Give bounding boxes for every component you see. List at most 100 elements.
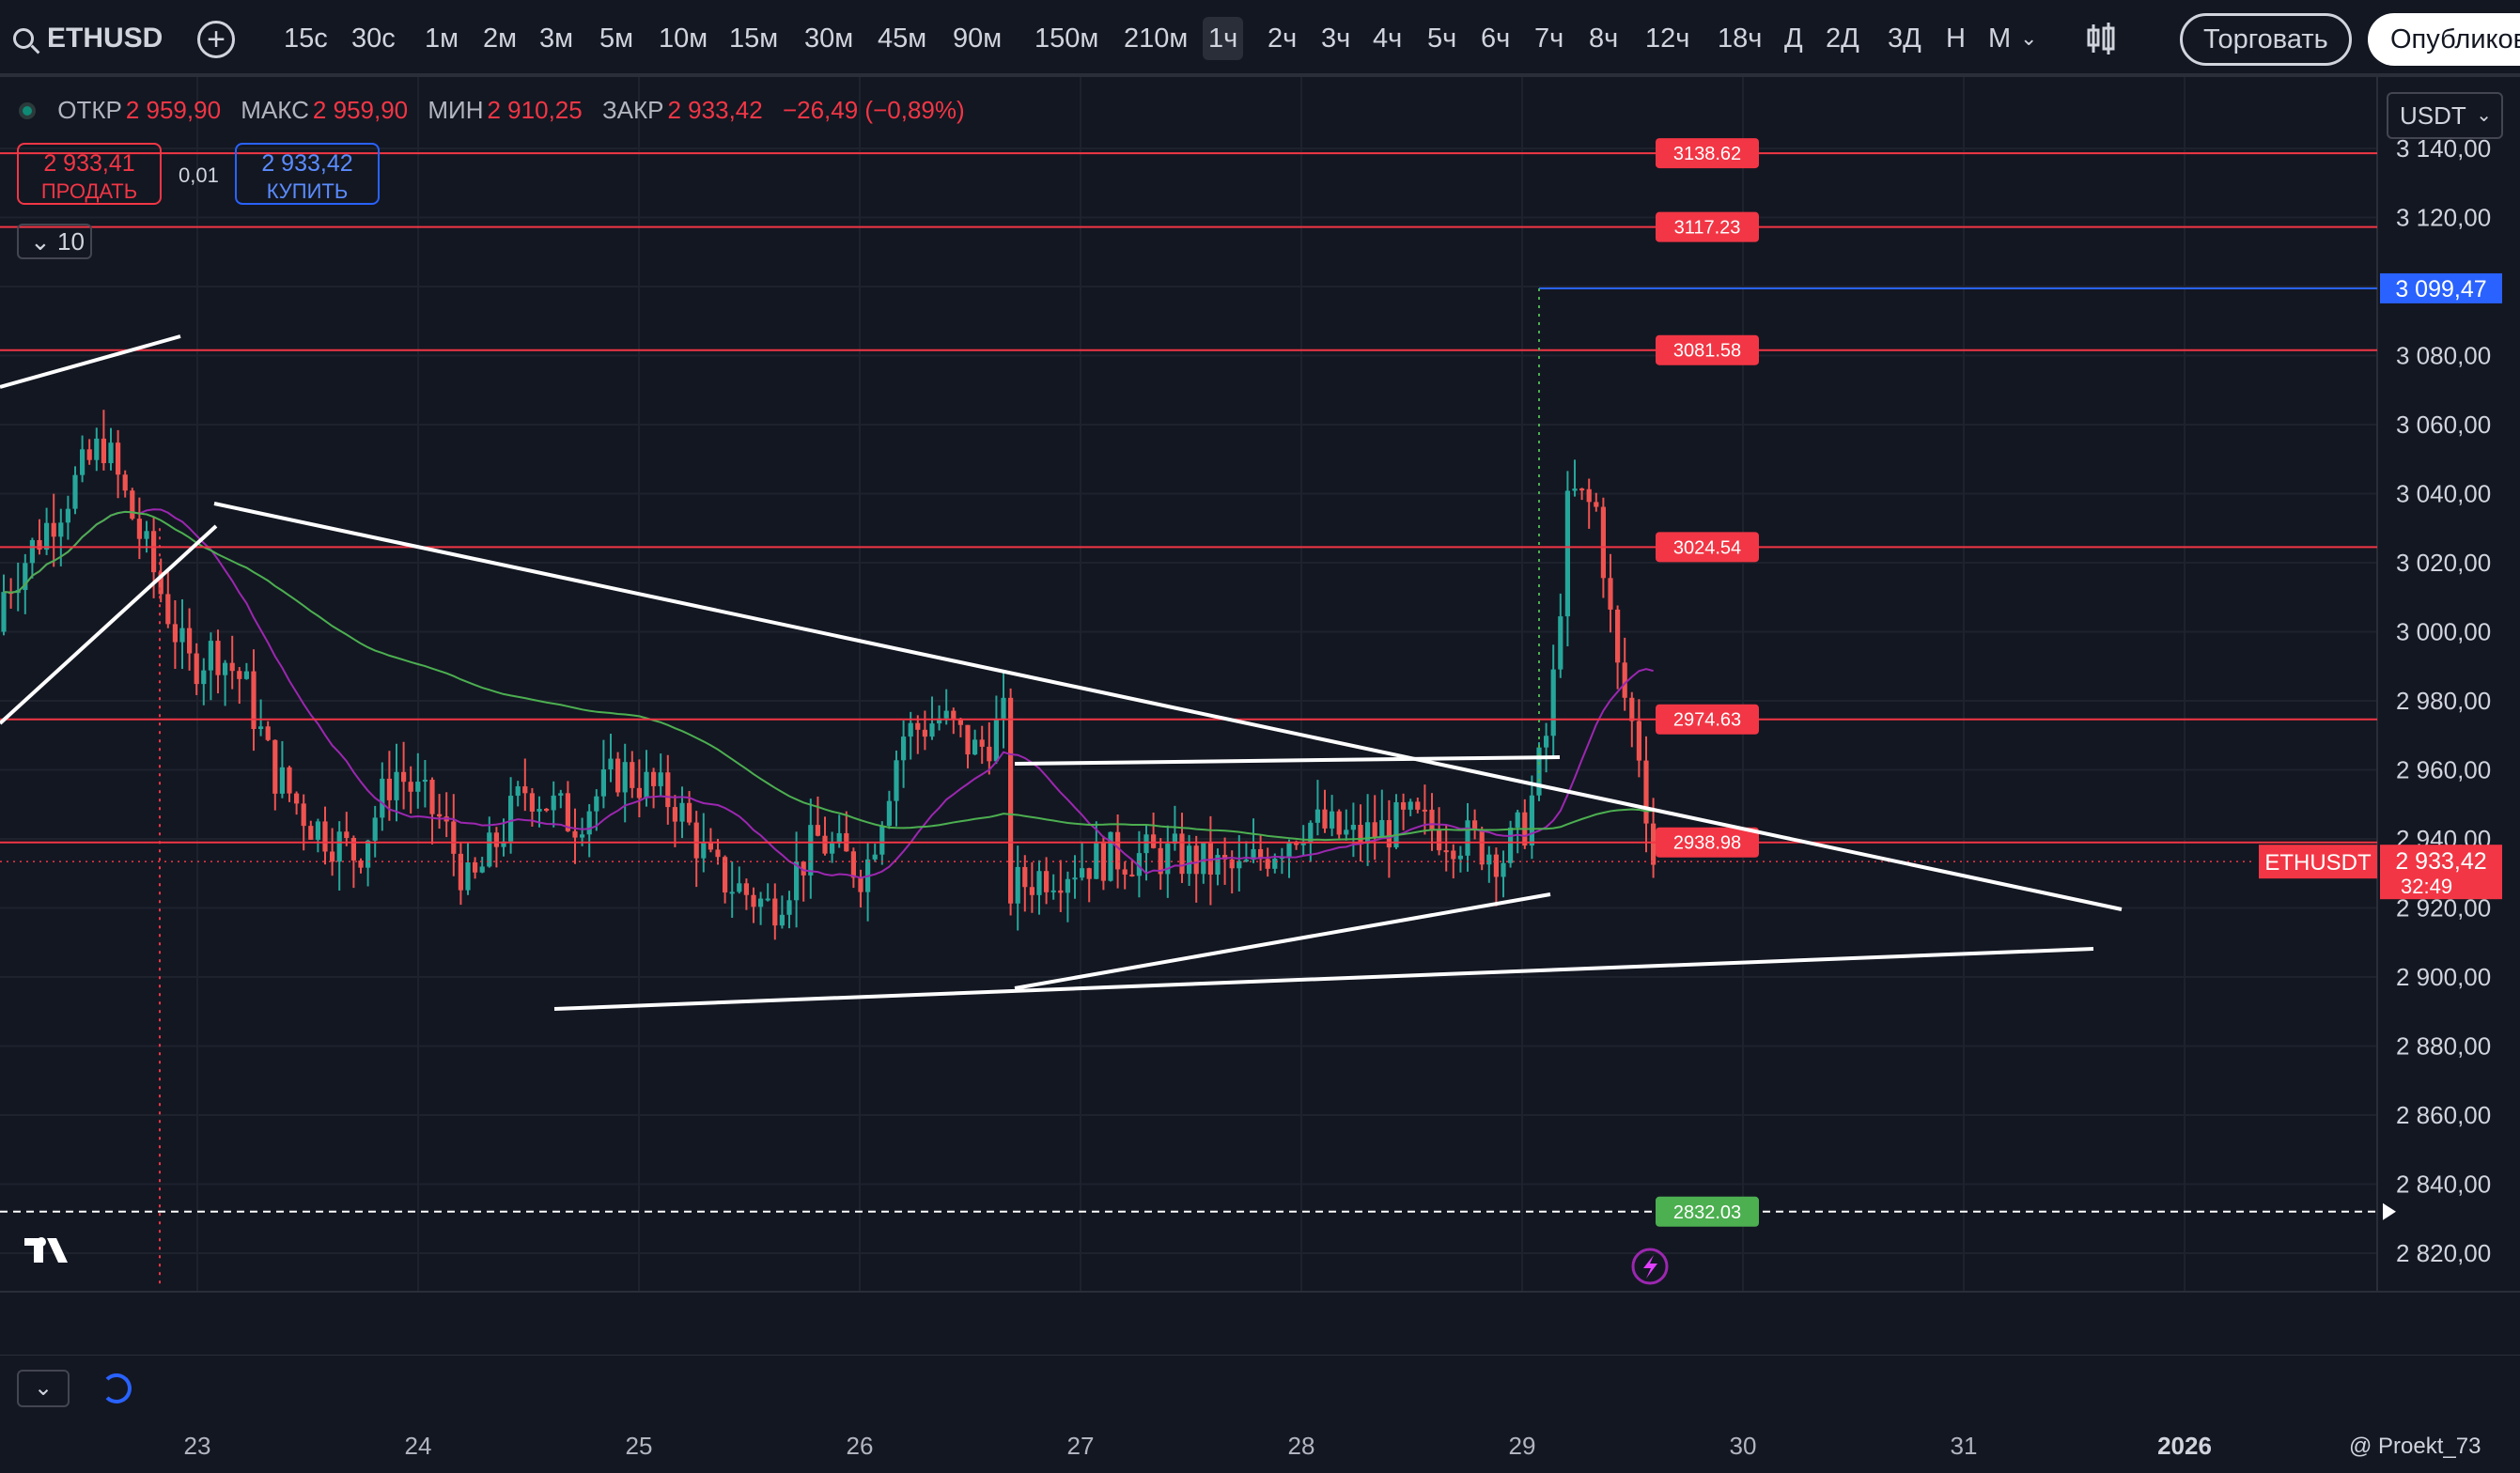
tab-timeframe-25[interactable]: 3Д [1888,23,1921,54]
candle-body [437,814,443,817]
tab-timeframe-8[interactable]: 30м [804,23,854,54]
currency-select[interactable]: USDT ⌄ [2387,92,2503,139]
tab-timeframe-5[interactable]: 5м [599,23,634,54]
price-tick-label: 2 960,00 [2396,756,2491,784]
price-chart[interactable]: 3 140,003 120,003 100,003 080,003 060,00… [0,77,2520,1473]
sell-button[interactable]: 2 933,41 ПРОДАТЬ [17,143,162,205]
tab-timeframe-7[interactable]: 15м [729,23,779,54]
trendline-0[interactable] [0,334,181,389]
tab-timeframe-26[interactable]: Н [1946,23,1966,54]
level-badge-6 [1656,1196,1759,1227]
candle-body [1100,841,1106,881]
trendline-4[interactable] [1014,892,1551,990]
tab-timeframe-22[interactable]: 18ч [1718,23,1763,54]
candle-body [187,628,193,654]
search-icon [13,28,34,49]
tab-timeframe-9[interactable]: 45м [878,23,927,54]
candle-body [451,821,457,854]
level-label-5: 2938.98 [1673,833,1741,854]
refresh-icon[interactable] [101,1373,132,1403]
tab-timeframe-24[interactable]: 2Д [1826,23,1859,54]
chevron-down-icon[interactable]: ⌄ [2020,26,2038,50]
tab-timeframe-13[interactable]: 1ч [1203,17,1244,60]
buy-price: 2 933,42 [261,150,353,177]
tab-timeframe-17[interactable]: 5ч [1427,23,1457,54]
candle-body [1579,488,1585,491]
tab-timeframe-14[interactable]: 2ч [1268,23,1298,54]
candle-body [1143,834,1149,854]
tab-timeframe-19[interactable]: 7ч [1534,23,1564,54]
candle-body [1237,861,1242,869]
candle-body [1493,854,1499,877]
candle-body [501,841,506,847]
quantity-dropdown[interactable]: ⌄ 10 [17,224,92,259]
candle-body [344,831,350,838]
candle-body [822,835,828,854]
plus-circle-icon[interactable]: + [197,21,235,58]
candle-body [737,883,742,892]
tab-timeframe-11[interactable]: 150м [1034,23,1099,54]
candle-body [943,710,949,719]
trendline-3[interactable] [553,947,2094,1011]
candle-body [1629,697,1635,721]
candle-body [872,854,878,860]
trendline-1[interactable] [0,524,218,725]
tab-timeframe-6[interactable]: 10м [659,23,708,54]
sell-price: 2 933,41 [43,150,135,177]
countdown-label: 32:49 [2401,875,2452,898]
candle-body [1286,843,1292,857]
candles-icon[interactable] [2084,0,2118,77]
tab-timeframe-3[interactable]: 2м [483,23,518,54]
candle-body [965,724,971,755]
trade-button[interactable]: Торговать [2180,13,2352,66]
tab-timeframe-18[interactable]: 6ч [1481,23,1511,54]
tab-timeframe-15[interactable]: 3ч [1321,23,1351,54]
price-tick-label: 3 020,00 [2396,549,2491,577]
candle-body [1158,847,1163,875]
candle-body [294,793,300,804]
tab-timeframe-16[interactable]: 4ч [1373,23,1403,54]
tab-timeframe-20[interactable]: 8ч [1589,23,1619,54]
tab-timeframe-1[interactable]: 30с [351,23,396,54]
lightning-icon[interactable] [1631,1248,1669,1285]
time-tick-label: 31 [1951,1432,1978,1460]
tab-timeframe-2[interactable]: 1м [425,23,459,54]
candle-body [58,522,64,537]
candle-body [1393,802,1399,848]
close-value: 2 933,42 [667,96,763,124]
trendline-5[interactable] [1014,755,1561,766]
publish-button[interactable]: Опубликовать [2368,13,2520,66]
symbol-search[interactable]: ETHUSD [13,0,163,77]
candle-body [265,726,271,740]
trendline-2[interactable] [213,502,2123,911]
candle-body [1050,890,1056,892]
price-tick-label: 2 840,00 [2396,1171,2491,1199]
candle-body [1350,825,1356,830]
candle-body [929,723,935,737]
candle-body [479,866,485,873]
candle-body [993,719,999,762]
candle-body [1,592,7,632]
candle-body [1193,845,1199,875]
tab-timeframe-0[interactable]: 15с [284,23,328,54]
candle-body [72,474,78,509]
candle-body [622,762,628,793]
time-tick-label: 25 [626,1432,653,1460]
candle-body [687,802,692,823]
candle-body [172,624,178,643]
tab-timeframe-12[interactable]: 210м [1124,23,1189,54]
alert-price-label: 3 099,47 [2395,276,2486,302]
tab-timeframe-27[interactable]: М [1988,23,2012,54]
tab-timeframe-23[interactable]: Д [1784,23,1803,54]
candle-body [1515,812,1520,828]
tab-timeframe-4[interactable]: 3м [539,23,574,54]
candle-body [608,758,614,769]
collapse-panel-button[interactable]: ⌄ [17,1370,70,1407]
ma-fast-line [3,508,1654,879]
tab-timeframe-21[interactable]: 12ч [1645,23,1690,54]
candle-body [401,771,407,783]
buy-button[interactable]: 2 933,42 КУПИТЬ [235,143,380,205]
candle-body [386,778,392,800]
tab-timeframe-10[interactable]: 90м [953,23,1003,54]
candle-body [701,842,707,859]
